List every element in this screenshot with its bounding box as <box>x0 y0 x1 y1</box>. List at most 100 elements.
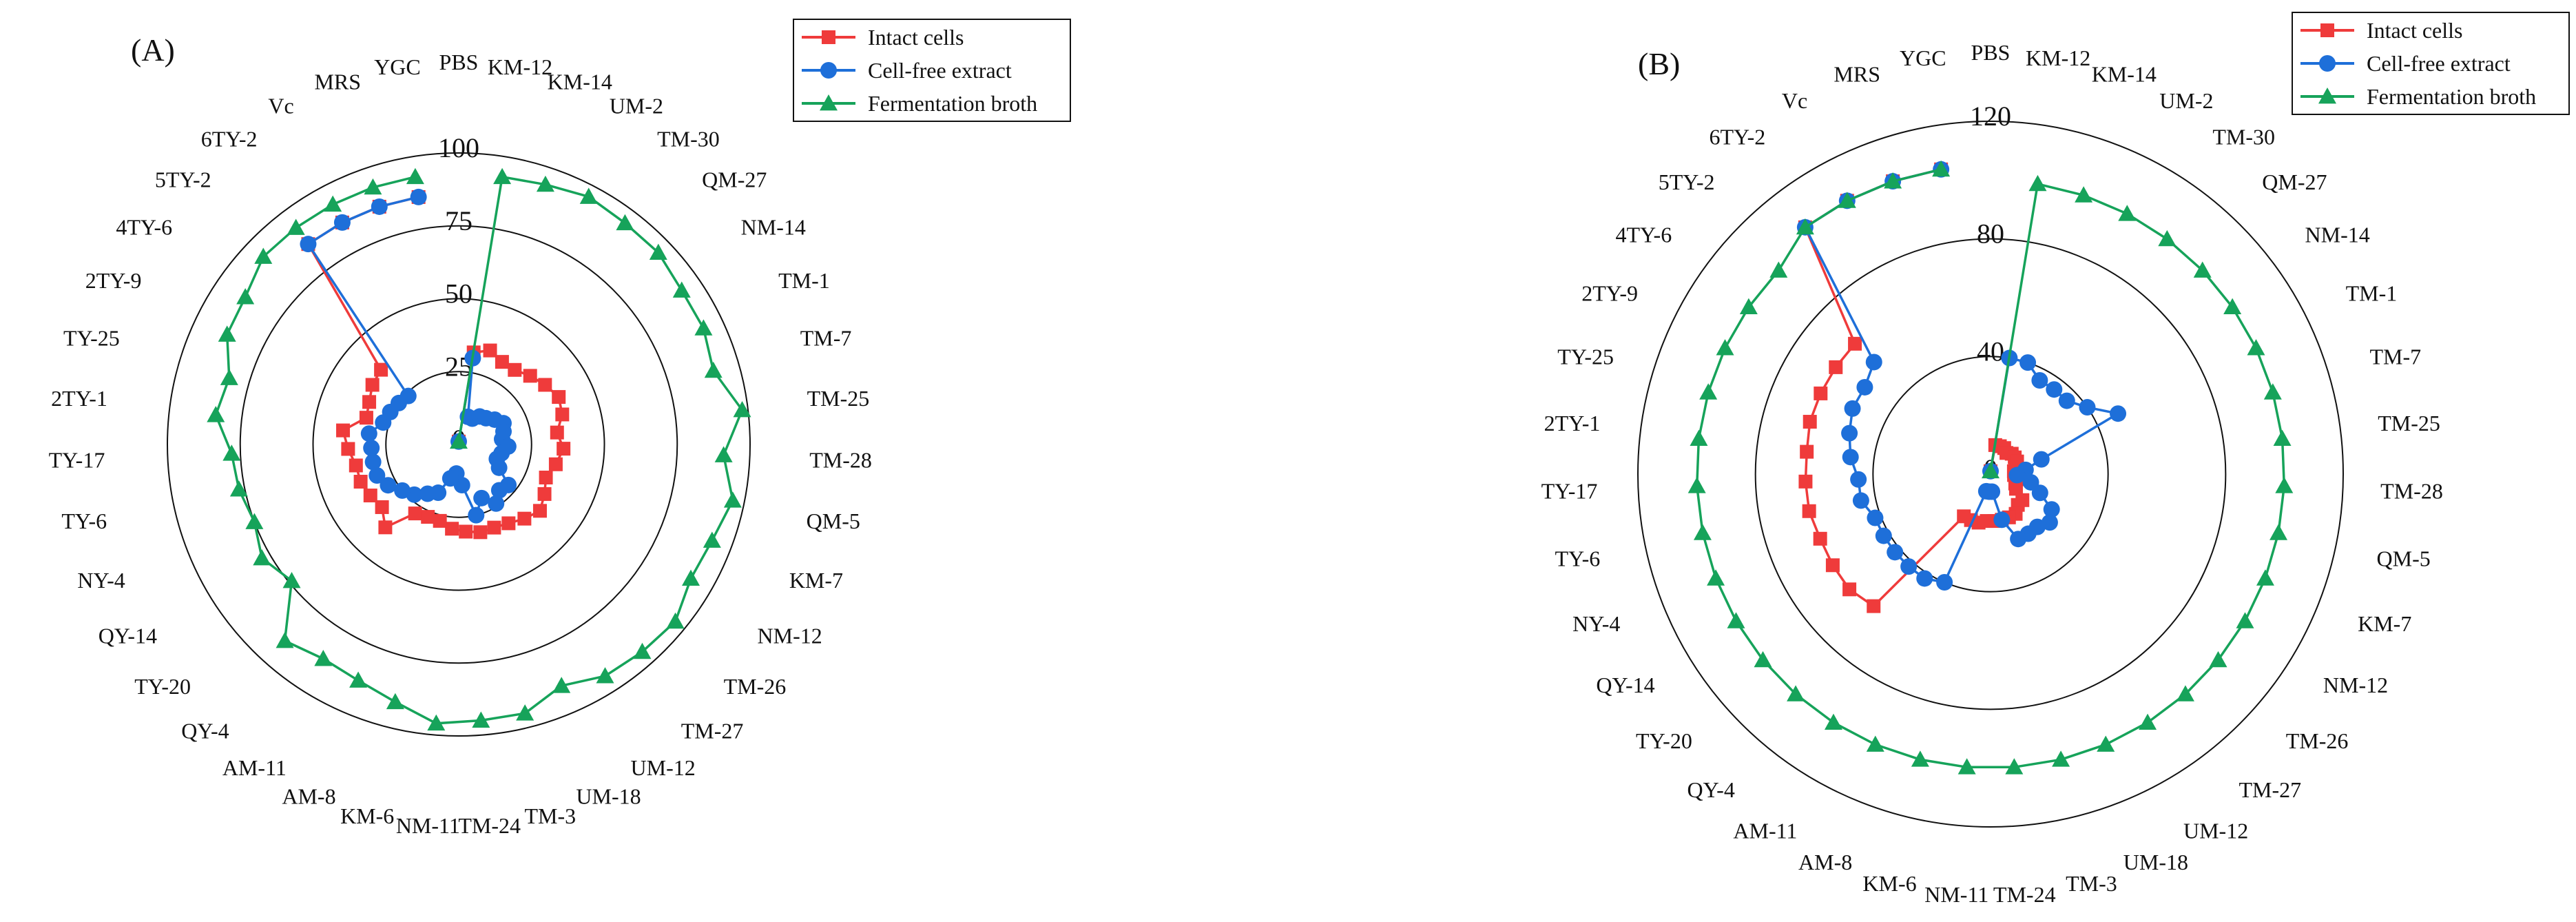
tick-label-80: 80 <box>1977 218 2004 249</box>
category-label-tm-28: TM-28 <box>2380 479 2443 504</box>
category-label-vc: Vc <box>1782 88 1807 113</box>
category-label-5ty-2: 5TY-2 <box>155 167 211 192</box>
data-point-cell-free-extract-um-12 <box>488 495 505 512</box>
data-point-intact-cells-nm-14 <box>538 378 552 392</box>
legend-label-fermentation-broth: Fermentation broth <box>868 91 1037 116</box>
category-label-ty-20: TY-20 <box>1636 728 1692 753</box>
category-label-um-18: UM-18 <box>576 784 641 809</box>
data-point-fermentation-broth-am-11 <box>1824 713 1842 730</box>
category-label-km-7: KM-7 <box>2358 611 2411 636</box>
category-label-nm-11: NM-11 <box>396 813 460 838</box>
data-point-fermentation-broth-um-12 <box>596 667 614 684</box>
data-point-fermentation-broth-um-2 <box>579 187 598 204</box>
data-point-fermentation-broth-2ty-1 <box>207 406 225 422</box>
data-point-cell-free-extract-tm-1 <box>2110 405 2127 422</box>
data-point-cell-free-extract-km-6 <box>1977 482 1995 500</box>
data-point-fermentation-broth-mrs <box>364 178 382 195</box>
data-point-intact-cells-um-12 <box>501 516 516 531</box>
data-point-fermentation-broth-tm-27 <box>2176 685 2194 701</box>
category-label-ygc: YGC <box>1900 45 1946 70</box>
data-point-intact-cells-tm-26 <box>532 504 547 518</box>
data-point-cell-free-extract-qy-14 <box>1875 527 1892 544</box>
legend-marker-fermentation-broth <box>2318 88 2336 104</box>
legend-label-intact-cells: Intact cells <box>2367 18 2462 43</box>
data-point-cell-free-extract-qy-14 <box>380 477 397 494</box>
category-label-um-2: UM-2 <box>610 94 663 119</box>
data-point-fermentation-broth-tm-27 <box>633 642 652 659</box>
data-point-intact-cells-km-7 <box>539 470 553 484</box>
category-label-tm-26: TM-26 <box>724 674 787 699</box>
data-point-intact-cells-ny-4 <box>1813 531 1827 546</box>
data-point-fermentation-broth-tm-1 <box>2247 339 2265 356</box>
data-point-fermentation-broth-qm-27 <box>2193 261 2212 278</box>
category-label-am-8: AM-8 <box>1798 850 1852 874</box>
data-point-intact-cells-tm-3 <box>473 525 488 540</box>
data-point-intact-cells-um-18 <box>487 520 501 535</box>
data-point-fermentation-broth-tm-25 <box>2273 429 2292 446</box>
data-point-fermentation-broth-2ty-9 <box>218 325 236 342</box>
data-point-cell-free-extract-2ty-1 <box>1842 449 1859 466</box>
data-point-cell-free-extract-5ty-2 <box>1865 354 1882 371</box>
category-label-um-12: UM-12 <box>2183 818 2248 843</box>
category-label-km-7: KM-7 <box>789 568 843 593</box>
data-point-intact-cells-tm-7 <box>555 407 570 422</box>
data-point-fermentation-broth-tm-24 <box>472 711 490 728</box>
category-label-qm-27: QM-27 <box>2262 170 2327 194</box>
legend-marker-cell-free-extract <box>2319 55 2336 72</box>
legend-label-cell-free-extract: Cell-free extract <box>2367 51 2511 76</box>
data-point-intact-cells-um-2 <box>495 355 509 369</box>
legend-marker-intact-cells <box>822 30 835 44</box>
category-label-km-12: KM-12 <box>2026 45 2090 70</box>
data-point-cell-free-extract-km-7 <box>2031 484 2048 502</box>
data-point-cell-free-extract-6ty-2 <box>300 236 317 253</box>
data-point-cell-free-extract-nm-12 <box>490 459 508 476</box>
data-point-fermentation-broth-ty-17 <box>222 444 241 461</box>
data-point-fermentation-broth-tm-30 <box>616 214 634 231</box>
data-point-fermentation-broth-tm-7 <box>2263 383 2282 400</box>
data-point-intact-cells-2ty-1 <box>336 423 351 438</box>
data-point-fermentation-broth-km-12 <box>2028 174 2047 192</box>
data-point-fermentation-broth-km-14 <box>536 175 554 192</box>
data-point-fermentation-broth-6ty-2 <box>287 218 305 235</box>
category-label-km-14: KM-14 <box>548 70 612 94</box>
data-point-fermentation-broth-qm-5 <box>2269 524 2288 540</box>
data-point-fermentation-broth-km-12 <box>493 167 512 185</box>
data-point-intact-cells-ty-25 <box>1803 415 1817 429</box>
data-point-fermentation-broth-ty-20 <box>282 571 301 588</box>
legend: Intact cells Cell-free extract Fermentatio… <box>793 19 1071 122</box>
data-point-fermentation-broth-4ty-6 <box>1739 298 1758 315</box>
category-label-ty-6: TY-6 <box>1555 546 1600 571</box>
data-point-intact-cells-ty-20 <box>1842 582 1857 597</box>
category-label-ny-4: NY-4 <box>1572 611 1620 636</box>
data-point-fermentation-broth-tm-26 <box>666 612 685 629</box>
data-point-fermentation-broth-tm-1 <box>694 319 713 336</box>
category-label-ty-20: TY-20 <box>134 674 191 699</box>
data-point-fermentation-broth-um-12 <box>2139 713 2157 730</box>
category-label-um-18: UM-18 <box>2123 850 2188 874</box>
data-point-cell-free-extract-vc <box>333 214 351 231</box>
category-label-qm-5: QM-5 <box>807 509 860 533</box>
data-point-fermentation-broth-nm-11 <box>1957 758 1976 775</box>
category-label-2ty-1: 2TY-1 <box>1544 411 1601 436</box>
data-point-fermentation-broth-ny-4 <box>1707 569 1725 586</box>
data-point-intact-cells-2ty-9 <box>1814 386 1828 400</box>
data-point-fermentation-broth-am-8 <box>1866 735 1884 752</box>
category-label-tm-30: TM-30 <box>2212 125 2275 150</box>
data-point-fermentation-broth-mrs <box>1884 172 1902 189</box>
data-point-intact-cells-ny-4 <box>353 474 368 489</box>
data-point-intact-cells-qy-4 <box>1867 599 1881 613</box>
data-point-cell-free-extract-ty-17 <box>1850 471 1867 488</box>
data-point-fermentation-broth-vc <box>1838 192 1856 208</box>
category-label-ty-17: TY-17 <box>1541 479 1598 504</box>
category-label-ygc: YGC <box>374 54 421 79</box>
data-point-cell-free-extract-um-18 <box>2010 531 2027 548</box>
data-point-fermentation-broth-6ty-2 <box>1796 218 1814 235</box>
legend-label-cell-free-extract: Cell-free extract <box>868 58 1012 83</box>
data-point-fermentation-broth-ygc <box>406 167 424 185</box>
legend-marker-cell-free-extract <box>820 62 837 79</box>
data-point-fermentation-broth-tm-24 <box>2005 758 2024 775</box>
data-point-fermentation-broth-um-2 <box>2118 205 2137 221</box>
data-point-fermentation-broth-5ty-2 <box>1769 261 1788 278</box>
data-point-cell-free-extract-qm-27 <box>2058 392 2075 409</box>
